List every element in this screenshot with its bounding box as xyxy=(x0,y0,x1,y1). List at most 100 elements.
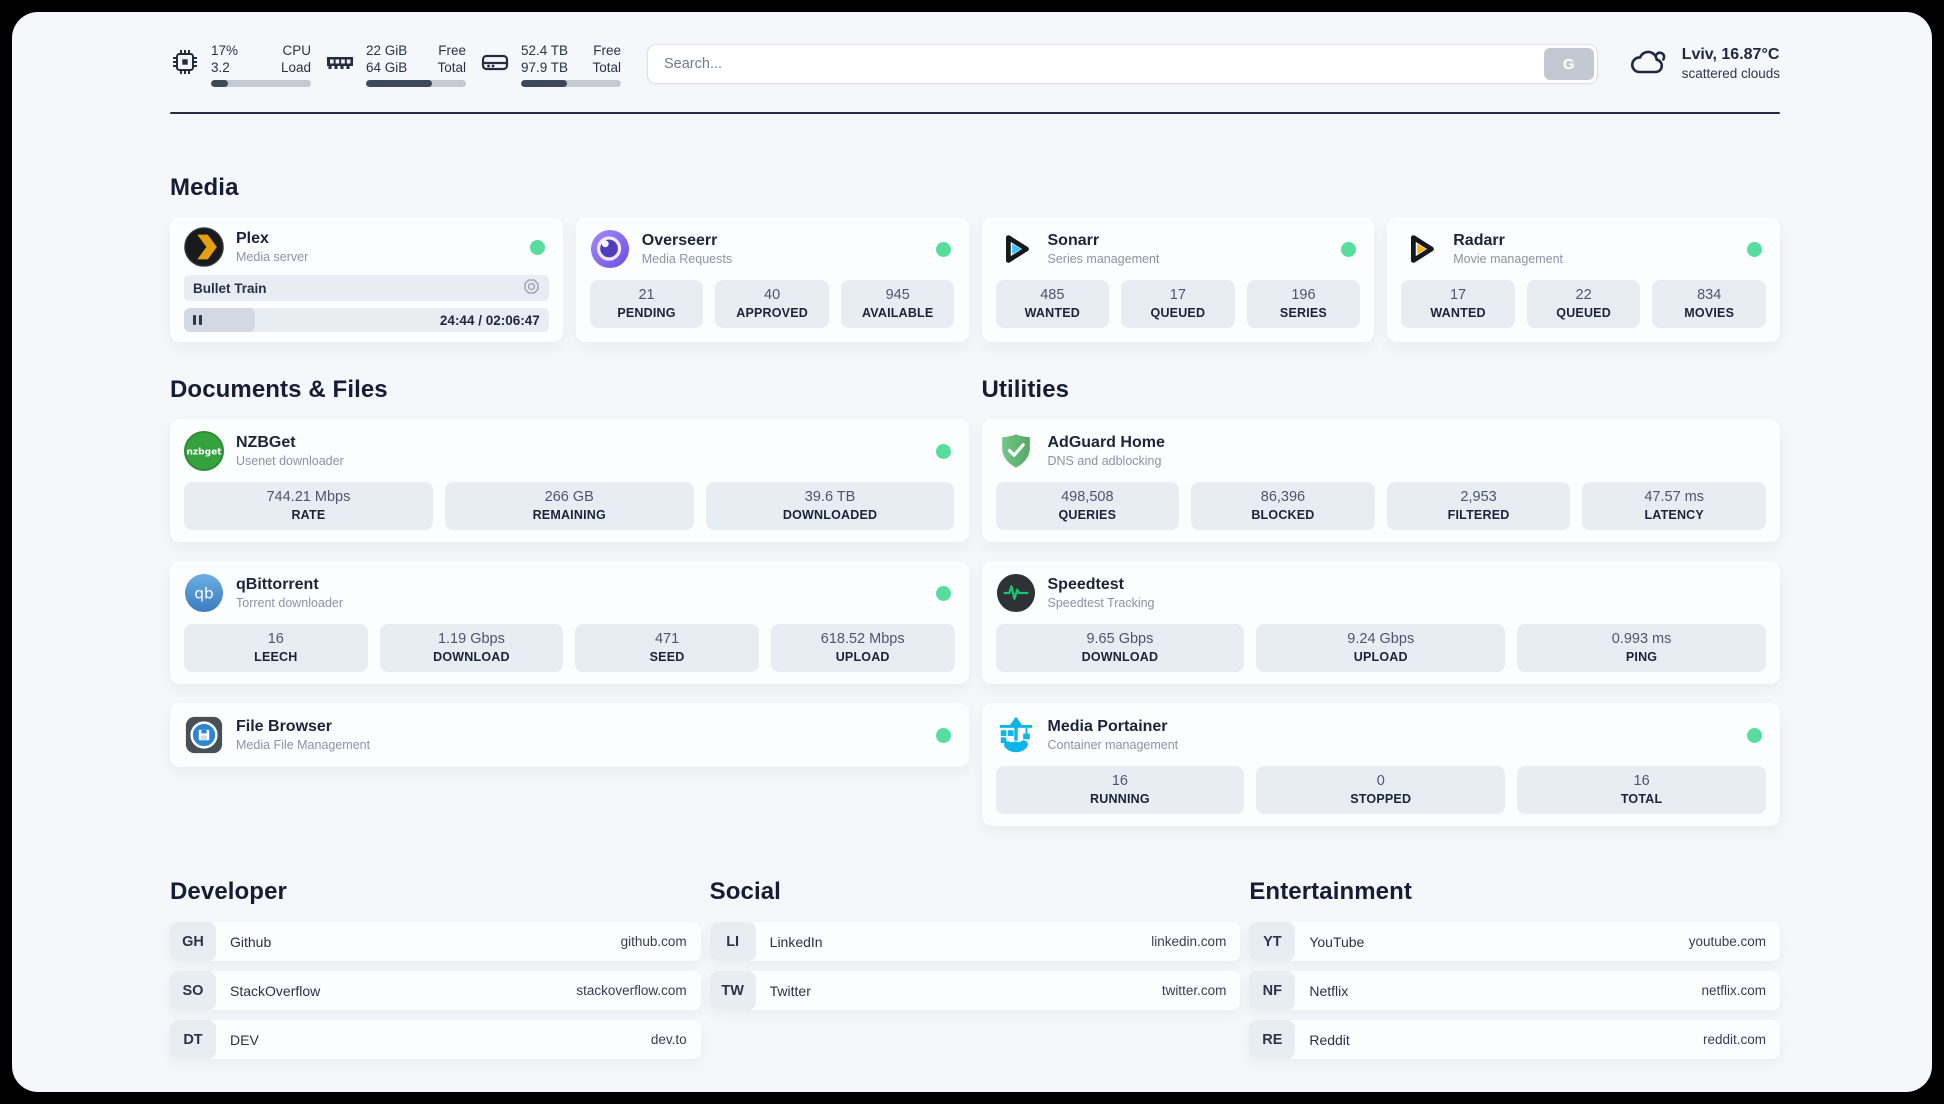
stat-queued: 22 QUEUED xyxy=(1526,280,1641,328)
cpu-progressbar xyxy=(211,79,311,87)
stat-queries: 498,508 QUERIES xyxy=(995,482,1180,530)
portainer-card[interactable]: Media Portainer Container management 16 R… xyxy=(981,703,1780,826)
link-stackoverflow[interactable]: SO StackOverflow stackoverflow.com xyxy=(170,971,701,1010)
nzbget-icon: nzbget xyxy=(184,431,224,471)
disk-stat: 52.4 TB Free 97.9 TB Total xyxy=(480,42,621,87)
app-title: Radarr xyxy=(1453,232,1505,249)
link-name: DEV xyxy=(230,1031,259,1048)
cpu-label2: Load xyxy=(280,59,311,75)
stat-wanted: 485 WANTED xyxy=(995,280,1110,328)
cpu-label1: CPU xyxy=(282,42,311,58)
stat-series: 196 SERIES xyxy=(1246,280,1361,328)
svg-text:nzbget: nzbget xyxy=(186,447,222,457)
section-title-entertainment: Entertainment xyxy=(1249,878,1412,905)
qbittorrent-icon: qb xyxy=(184,573,224,613)
link-name: Netflix xyxy=(1309,982,1349,999)
link-abbr: DT xyxy=(170,1020,216,1059)
ram-stat: 22 GiB Free 64 GiB Total xyxy=(325,42,466,87)
speedtest-card[interactable]: Speedtest Speedtest Tracking 9.65 Gbps DO… xyxy=(981,561,1780,684)
status-dot xyxy=(1747,241,1762,257)
playback-time: 24:44 / 02:06:47 xyxy=(439,312,540,328)
app-subtitle: DNS and adblocking xyxy=(1047,454,1162,468)
link-twitter[interactable]: TW Twitter twitter.com xyxy=(709,971,1241,1010)
link-dev[interactable]: DT DEV dev.to xyxy=(170,1020,701,1059)
search-input[interactable] xyxy=(647,44,1598,84)
radarr-icon xyxy=(1401,229,1441,269)
dashboard-panel: 17% CPU 3.2 Load 22 GiB Free 64 GiB Total xyxy=(12,12,1932,1092)
stat-latency: 47.57 ms LATENCY xyxy=(1582,482,1766,530)
app-subtitle: Media server xyxy=(236,250,309,264)
link-name: StackOverflow xyxy=(230,982,321,999)
ram-total: 64 GiB xyxy=(366,59,408,75)
app-subtitle: Container management xyxy=(1047,738,1179,752)
app-title: qBittorrent xyxy=(236,576,319,593)
status-dot xyxy=(529,239,545,255)
link-abbr: SO xyxy=(170,971,216,1010)
link-reddit[interactable]: RE Reddit reddit.com xyxy=(1249,1020,1780,1059)
system-stats: 17% CPU 3.2 Load 22 GiB Free 64 GiB Total xyxy=(170,42,621,87)
pause-icon[interactable] xyxy=(193,315,202,325)
hdd-icon xyxy=(480,47,510,82)
stat-pending: 21 PENDING xyxy=(589,280,704,328)
app-title: Plex xyxy=(236,230,269,247)
disk-total: 97.9 TB xyxy=(521,59,569,75)
svg-text:qb: qb xyxy=(194,585,213,603)
link-netflix[interactable]: NF Netflix netflix.com xyxy=(1249,971,1780,1010)
filebrowser-icon xyxy=(184,715,224,755)
portainer-icon xyxy=(996,715,1036,755)
section-title-utilities: Utilities xyxy=(981,376,1070,403)
app-title: Overseerr xyxy=(641,232,718,249)
link-url: dev.to xyxy=(650,1032,687,1047)
stat-running: 16 RUNNING xyxy=(995,766,1245,814)
plex-card[interactable]: Plex Media server Bullet Train xyxy=(170,217,563,342)
link-name: LinkedIn xyxy=(769,933,823,950)
stat-leech: 16 LEECH xyxy=(184,624,368,672)
link-linkedin[interactable]: LI LinkedIn linkedin.com xyxy=(709,922,1241,961)
link-github[interactable]: GH Github github.com xyxy=(170,922,701,961)
stat-upload: 618.52 Mbps UPLOAD xyxy=(770,624,955,672)
link-url: stackoverflow.com xyxy=(576,983,687,998)
header-divider xyxy=(170,112,1780,114)
link-youtube[interactable]: YT YouTube youtube.com xyxy=(1249,922,1780,961)
now-playing-row: Bullet Train xyxy=(184,275,549,301)
adguard-card[interactable]: AdGuard Home DNS and adblocking 498,508 Q… xyxy=(981,419,1780,542)
link-name: YouTube xyxy=(1309,933,1365,950)
disk-free: 52.4 TB xyxy=(521,42,569,58)
app-subtitle: Movie management xyxy=(1453,252,1564,266)
sonarr-card[interactable]: Sonarr Series management 485 WANTED 17 QUE… xyxy=(981,217,1375,342)
app-subtitle: Speedtest Tracking xyxy=(1047,596,1155,610)
filebrowser-card[interactable]: File Browser Media File Management xyxy=(170,703,969,767)
stat-filtered: 2,953 FILTERED xyxy=(1386,482,1571,530)
radarr-card[interactable]: Radarr Movie management 17 WANTED 22 QUEUE… xyxy=(1387,217,1780,342)
stat-downloaded: 39.6 TB DOWNLOADED xyxy=(705,482,955,530)
link-url: twitter.com xyxy=(1161,983,1227,998)
adguard-icon xyxy=(996,431,1036,471)
stat-blocked: 86,396 BLOCKED xyxy=(1191,482,1375,530)
search-engine-button[interactable]: G xyxy=(1543,48,1594,80)
stat-wanted: 17 WANTED xyxy=(1401,280,1515,328)
playback-progress: 24:44 / 02:06:47 xyxy=(184,308,549,332)
cpu-stat: 17% CPU 3.2 Load xyxy=(170,42,311,87)
status-dot xyxy=(935,443,951,459)
app-title: Media Portainer xyxy=(1047,718,1168,735)
link-abbr: NF xyxy=(1249,971,1296,1010)
app-subtitle: Usenet downloader xyxy=(236,454,344,468)
top-bar: 17% CPU 3.2 Load 22 GiB Free 64 GiB Total xyxy=(170,36,1780,92)
stat-queued: 17 QUEUED xyxy=(1121,280,1235,328)
stat-download: 1.19 Gbps DOWNLOAD xyxy=(379,624,564,672)
nzbget-card[interactable]: nzbget NZBGet Usenet downloader 744.21 M… xyxy=(170,419,969,542)
app-subtitle: Torrent downloader xyxy=(236,596,344,610)
app-title: Speedtest xyxy=(1047,576,1124,593)
stat-seed: 471 SEED xyxy=(575,624,759,672)
cpu-chip-icon xyxy=(170,47,200,82)
qbittorrent-card[interactable]: qb qBittorrent Torrent downloader 16 LEEC… xyxy=(170,561,969,684)
stat-stopped: 0 STOPPED xyxy=(1256,766,1506,814)
link-abbr: TW xyxy=(709,971,756,1010)
section-title-developer: Developer xyxy=(170,878,287,905)
search-bar: G xyxy=(647,44,1598,84)
status-dot xyxy=(1747,727,1762,743)
status-dot xyxy=(1341,241,1357,257)
link-name: Twitter xyxy=(769,982,811,999)
disk-progressbar xyxy=(521,79,621,87)
overseerr-card[interactable]: Overseerr Media Requests 21 PENDING 40 APP… xyxy=(575,217,969,342)
